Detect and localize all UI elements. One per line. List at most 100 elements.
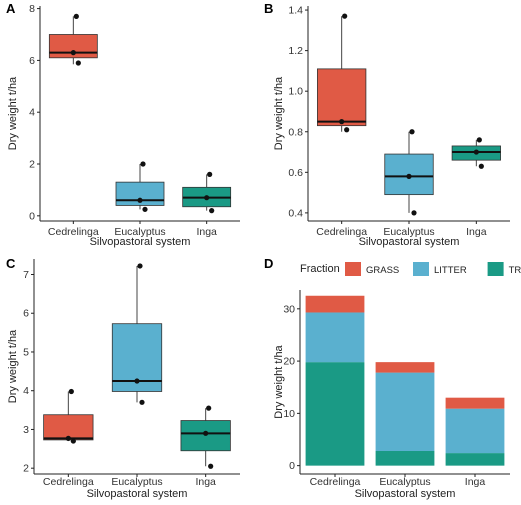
y-tick-label: 0.4 — [288, 207, 303, 219]
x-tick-label: Eucalyptus — [114, 226, 165, 238]
y-tick-label: 2 — [29, 159, 35, 171]
y-tick-label: 1.4 — [288, 5, 303, 17]
box-eucalyptus — [111, 263, 163, 405]
legend-swatch-tree — [487, 262, 504, 276]
data-point — [70, 438, 76, 444]
panel-letter: B — [264, 1, 273, 16]
x-axis-title: Silvopastoral system — [87, 488, 188, 500]
data-point — [473, 149, 479, 155]
box-inga — [451, 137, 501, 169]
box-cedrelinga — [48, 13, 98, 66]
bar-segment-litter — [375, 372, 435, 451]
data-point — [478, 163, 484, 169]
data-point — [137, 197, 143, 203]
panel-c: C 2 3 4 5 6 7 Cedrelinga Eucalyptus Inga Silvopast… — [6, 256, 240, 500]
y-tick-label: 6 — [29, 55, 35, 67]
x-tick-label: Cedrelinga — [48, 226, 99, 238]
y-tick-label: 8 — [29, 3, 35, 15]
panel-letter: C — [6, 256, 16, 271]
legend-swatch-grass — [345, 262, 361, 276]
bar-segment-tree — [375, 451, 435, 466]
box-iqr — [317, 68, 367, 127]
y-tick-label: 6 — [23, 308, 29, 320]
panel-b: B 0.4 0.6 0.8 1.0 1.2 1.4 Cedrelinga Eucalyptus I… — [264, 1, 510, 248]
data-point — [68, 388, 74, 395]
data-point — [406, 173, 412, 179]
x-axis-title: Silvopastoral system — [355, 488, 456, 500]
y-tick-label: 7 — [23, 269, 29, 281]
data-point — [73, 13, 79, 19]
data-point — [140, 161, 146, 167]
y-tick-label: 10 — [283, 408, 295, 420]
y-axis-title: Dry weight t/ha — [273, 344, 285, 418]
panel-letter: D — [264, 256, 273, 271]
x-axis-title: Silvopastoral system — [359, 236, 460, 248]
y-tick-label: 2 — [23, 463, 29, 475]
box-eucalyptus — [115, 161, 165, 212]
bar-segment-grass — [305, 295, 365, 313]
x-tick-label: Inga — [196, 226, 217, 238]
bar-segment-tree — [305, 362, 365, 466]
y-tick-label: 20 — [283, 356, 295, 368]
y-tick-label: 4 — [23, 385, 29, 397]
y-axis-title: Dry weight t/ha — [7, 76, 19, 150]
bar-segment-litter — [305, 312, 365, 363]
data-point — [411, 210, 417, 216]
panel-letter: A — [6, 1, 16, 16]
y-tick-label: 4 — [29, 107, 35, 119]
box-inga — [182, 171, 232, 214]
data-point — [209, 208, 215, 214]
y-tick-label: 5 — [23, 346, 29, 358]
x-tick-label: Inga — [195, 476, 216, 488]
box-inga — [180, 405, 231, 469]
y-tick-label: 0 — [289, 460, 295, 472]
y-tick-label: 1.0 — [288, 86, 303, 98]
data-point — [342, 13, 348, 19]
box-eucalyptus — [384, 129, 434, 216]
data-point — [344, 127, 350, 133]
x-tick-label: Eucalyptus — [383, 226, 434, 238]
panel-a: A 0 2 4 6 8 Cedrelinga Eucalyptus Inga Silvopasto… — [6, 1, 240, 248]
x-tick-label: Inga — [466, 226, 487, 238]
x-tick-label: Cedrelinga — [316, 226, 367, 238]
panel-d: D 0 10 20 30 Cedrelinga Eucalyptus Inga Silvopas… — [264, 256, 521, 500]
y-tick-label: 3 — [23, 424, 29, 436]
data-point — [206, 405, 212, 411]
x-axis-title: Silvopastoral system — [90, 236, 191, 248]
legend-label-grass: GRASS — [366, 265, 399, 276]
y-tick-label: 0 — [29, 210, 35, 222]
y-axis-title: Dry weight t/ha — [7, 329, 19, 403]
x-tick-label: Cedrelinga — [310, 476, 361, 488]
bar-segment-grass — [445, 397, 505, 409]
bar-segment-litter — [445, 408, 505, 454]
legend: Fraction GRASS LITTER TREE — [300, 262, 521, 276]
bar-segment-tree — [445, 453, 505, 466]
x-tick-label: Cedrelinga — [43, 476, 94, 488]
data-point — [139, 399, 145, 405]
legend-title: Fraction — [300, 263, 340, 275]
y-tick-label: 0.6 — [288, 167, 303, 179]
box-cedrelinga — [317, 13, 367, 133]
bar-segment-grass — [375, 362, 435, 373]
data-point — [65, 435, 71, 441]
data-point — [134, 378, 140, 384]
data-point — [339, 119, 345, 125]
x-tick-label: Eucalyptus — [379, 476, 430, 488]
data-point — [208, 463, 214, 469]
box-cedrelinga — [43, 388, 94, 444]
x-tick-label: Inga — [465, 476, 486, 488]
data-point — [476, 137, 482, 143]
data-point — [203, 430, 209, 436]
y-axis-title: Dry weight t/ha — [273, 76, 285, 150]
legend-swatch-litter — [413, 262, 429, 276]
data-point — [204, 195, 210, 201]
data-point — [142, 206, 148, 212]
x-tick-label: Eucalyptus — [111, 476, 162, 488]
data-point — [137, 263, 143, 269]
data-point — [75, 60, 81, 66]
y-tick-label: 1.2 — [288, 45, 303, 57]
legend-label-tree: TREE — [509, 265, 521, 276]
data-point — [409, 129, 415, 135]
data-point — [70, 50, 76, 56]
